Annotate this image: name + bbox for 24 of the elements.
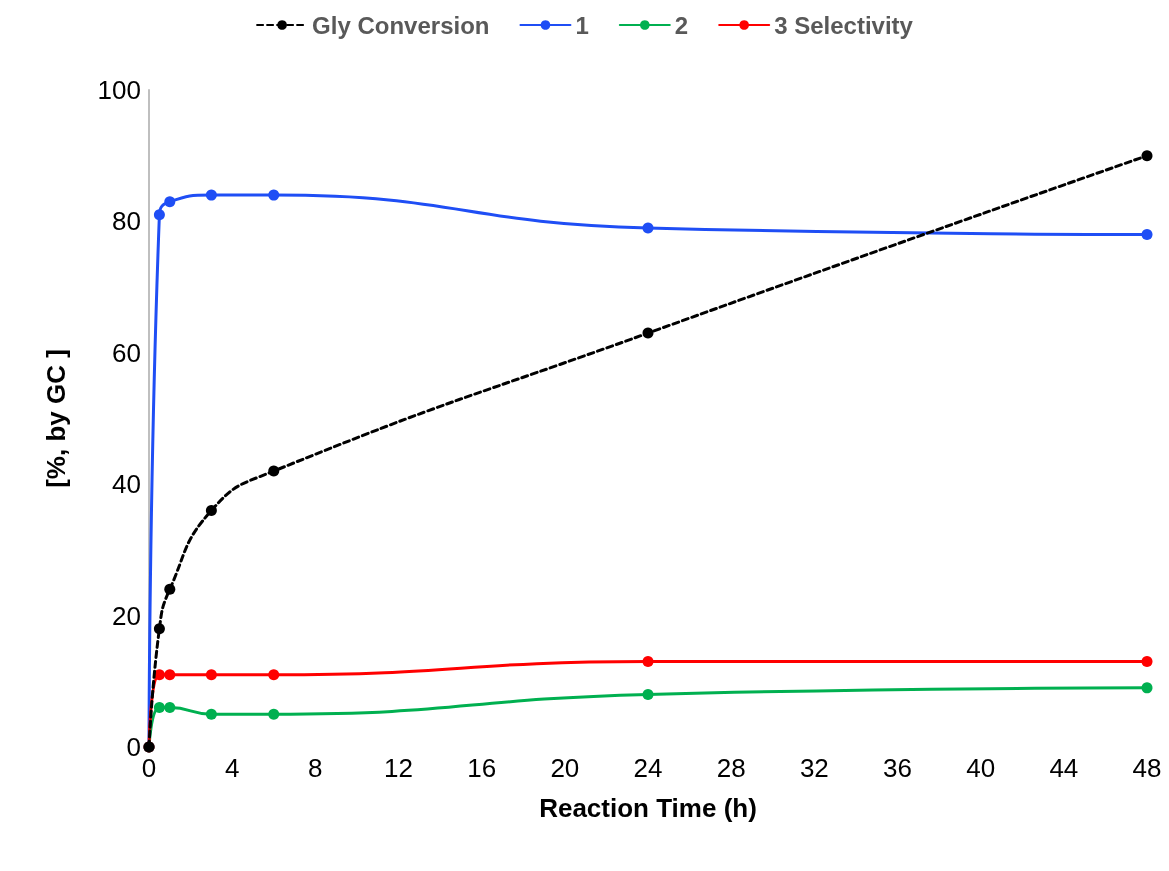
x-tick-label: 36 xyxy=(883,753,912,783)
x-tick-label: 28 xyxy=(716,753,746,783)
x-tick-label: 32 xyxy=(799,753,829,783)
y-tick-label: 0 xyxy=(126,732,141,762)
x-axis-title: Reaction Time (h) xyxy=(539,793,757,823)
y-tick-label: 60 xyxy=(112,337,141,368)
x-tick-label: 12 xyxy=(384,753,413,783)
x-tick-label: 44 xyxy=(1049,753,1079,783)
x-tick-label: 8 xyxy=(308,753,323,783)
x-tick-label: 40 xyxy=(966,753,996,783)
legend-label: Gly Conversion xyxy=(312,11,490,39)
legend-label: 3 Selectivity xyxy=(774,11,914,39)
legend-label: 2 xyxy=(674,11,689,39)
y-tick-label: 20 xyxy=(112,600,141,631)
y-axis-title: [%, by GC ] xyxy=(41,349,71,488)
x-tick-label: 4 xyxy=(224,753,240,783)
y-tick-label: 100 xyxy=(97,75,141,105)
y-tick-label: 80 xyxy=(112,206,141,237)
x-tick-label: 20 xyxy=(550,753,580,783)
x-tick-label: 16 xyxy=(467,753,497,783)
x-tick-label: 24 xyxy=(633,753,663,783)
x-tick-label: 48 xyxy=(1132,753,1162,783)
y-tick-label: 40 xyxy=(112,469,141,500)
legend-label: 1 xyxy=(575,11,589,39)
